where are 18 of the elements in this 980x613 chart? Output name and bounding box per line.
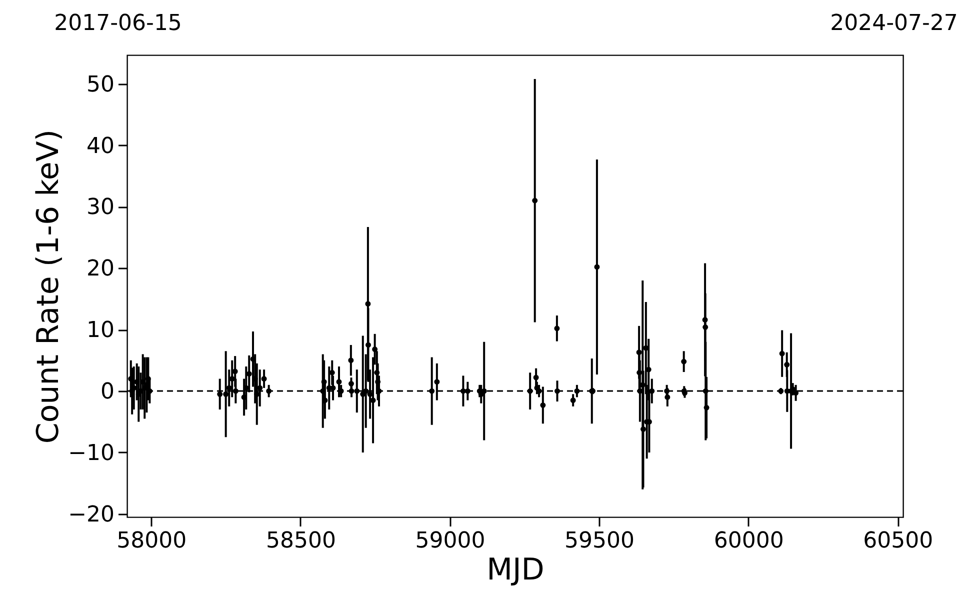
- x-tick-label: 60000: [714, 528, 784, 554]
- text: 2017-06-15: [54, 11, 182, 36]
- y-axis-title: Count Rate (1-6 keV): [31, 129, 66, 444]
- x-tick-label: 58500: [266, 528, 336, 554]
- y-tick-label: −10: [68, 440, 114, 466]
- x-tick-label: 59500: [564, 528, 635, 554]
- y-tick-label: 20: [86, 256, 114, 282]
- x-tick-label: 58000: [116, 528, 187, 554]
- x-tick-label: 59000: [415, 528, 486, 554]
- y-tick-label: 30: [86, 195, 114, 220]
- x-tick-label: 60500: [863, 528, 934, 554]
- y-tick-label: 0: [100, 380, 114, 405]
- y-tick-label: 50: [86, 72, 114, 98]
- text: 2024-07-27: [830, 11, 958, 36]
- y-tick-label: 40: [86, 134, 114, 159]
- y-tick-label: 10: [86, 318, 114, 344]
- x-axis-title: MJD: [486, 552, 544, 588]
- y-tick-label: −20: [68, 502, 114, 528]
